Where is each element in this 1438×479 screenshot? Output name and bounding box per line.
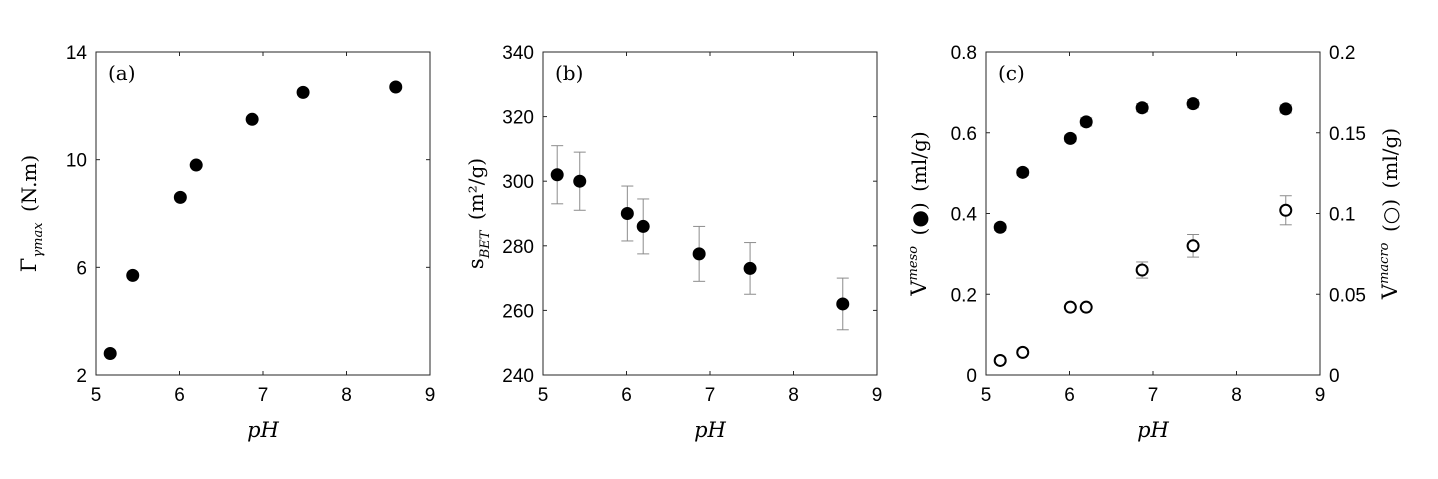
panel-label: (a) — [108, 61, 136, 85]
x-tick-label: 9 — [872, 385, 883, 406]
panel-label: (b) — [555, 61, 583, 85]
series-0 — [993, 97, 1293, 234]
x-tick-label: 6 — [174, 385, 185, 406]
data-point — [103, 346, 117, 360]
data-point — [993, 220, 1007, 234]
y-tick-label: 300 — [502, 172, 534, 193]
y2-axis-title: Vmacro (○) (ml/g) — [1377, 128, 1402, 300]
data-point — [836, 297, 850, 311]
y-axis-unit: (ml/g) — [907, 131, 931, 192]
y-tick-label: 6 — [76, 258, 87, 279]
plot-frame — [985, 51, 1321, 376]
data-point — [1135, 263, 1149, 277]
y-tick-label: 260 — [502, 301, 534, 322]
data-point — [245, 112, 259, 126]
y-axis-title: Γγmax (N.m) — [17, 155, 46, 272]
x-tick-label: 9 — [1315, 385, 1326, 406]
data-point — [1186, 239, 1200, 253]
data-point — [1079, 300, 1093, 314]
data-point — [550, 168, 564, 182]
y-tick-label: 0 — [966, 366, 977, 387]
data-point — [993, 353, 1007, 367]
data-point — [1079, 115, 1093, 129]
y-tick-label: 340 — [502, 43, 534, 64]
x-tick-label: 7 — [258, 385, 269, 406]
y-tick-label: 2 — [76, 366, 87, 387]
y-axis-symbol: s — [464, 258, 488, 269]
x-axis-title: pH — [1137, 418, 1169, 442]
data-point — [620, 207, 634, 220]
series-0 — [103, 80, 403, 360]
y-axis-title: Vmeso (●) (ml/g) — [906, 131, 931, 296]
data-point — [1063, 300, 1077, 314]
y2-tick-label: 0.15 — [1329, 124, 1366, 145]
data-point — [389, 80, 403, 94]
y-axis-unit: (m²/g) — [464, 158, 488, 220]
panel-a: 5 6 7 8 9 2 6 10 14 (a) pH Γγmax (N.m) — [17, 43, 435, 442]
data-point — [189, 158, 203, 172]
data-point — [692, 247, 706, 261]
data-point — [1063, 131, 1077, 145]
y2-tick-label: 0.1 — [1329, 205, 1355, 226]
y-axis-superscript: meso — [906, 246, 921, 281]
y-tick-label: 280 — [502, 237, 534, 258]
panel-label: (c) — [998, 61, 1025, 85]
y-axis-marker: (●) — [907, 202, 931, 235]
x-tick-label: 9 — [425, 385, 436, 406]
panel-c: 5 6 7 8 900.20.40.60.800.050.10.150.2(c)pHVm… — [906, 43, 1402, 442]
data-point — [1279, 102, 1293, 116]
data-point — [173, 190, 187, 204]
y-tick-label: 0.6 — [951, 124, 977, 145]
y-axis-unit: (N.m) — [17, 155, 41, 212]
x-axis-title: pH — [694, 418, 726, 442]
x-axis-title: pH — [247, 418, 279, 442]
x-tick-label: 6 — [1064, 385, 1075, 406]
y-tick-label: 0.8 — [951, 43, 977, 64]
y-axis-title: sBET (m²/g) — [464, 158, 493, 269]
x-tick-label: 8 — [1231, 385, 1242, 406]
data-point — [126, 268, 140, 282]
y-axis-subscript: γmax — [31, 222, 46, 258]
data-point — [296, 85, 310, 99]
x-tick-label: 8 — [341, 385, 352, 406]
y2-axis-marker: (○) — [1378, 199, 1402, 232]
y2-tick-label: 0.2 — [1329, 43, 1355, 64]
data-point — [1186, 97, 1200, 111]
x-tick-label: 7 — [1148, 385, 1159, 406]
y-tick-label: 0.2 — [951, 285, 977, 306]
y2-axis-symbol: V — [1378, 283, 1402, 300]
y-tick-label: 14 — [66, 43, 88, 64]
series-1 — [993, 195, 1293, 367]
plot-frame — [95, 51, 431, 376]
x-tick-label: 8 — [788, 385, 799, 406]
plot-frame — [542, 51, 878, 376]
data-point — [573, 174, 587, 188]
data-point — [1135, 101, 1149, 115]
x-tick-label: 5 — [538, 385, 549, 406]
data-point — [1016, 165, 1030, 179]
x-tick-label: 5 — [981, 385, 992, 406]
y2-tick-label: 0.05 — [1329, 285, 1366, 306]
y-tick-label: 10 — [66, 151, 87, 172]
y-tick-label: 0.4 — [951, 205, 978, 226]
y-axis-subscript: BET — [478, 229, 493, 259]
y2-tick-label: 0 — [1329, 366, 1340, 387]
y2-axis-unit: (ml/g) — [1378, 128, 1402, 189]
y-axis-symbol: Γ — [17, 258, 41, 273]
x-tick-label: 6 — [621, 385, 632, 406]
data-point — [743, 261, 757, 275]
y-tick-label: 240 — [502, 366, 534, 387]
data-point — [1279, 203, 1293, 217]
x-tick-label: 7 — [705, 385, 716, 406]
panel-b: 5 6 7 8 9 240 260 280 300 320 340 (b) pH sBET (m²/g) — [464, 43, 882, 442]
data-point — [636, 219, 650, 233]
x-tick-label: 5 — [91, 385, 102, 406]
y-tick-label: 320 — [502, 108, 534, 129]
data-point — [1016, 345, 1030, 359]
y2-axis-superscript: macro — [1377, 242, 1392, 284]
y-axis-symbol: V — [907, 280, 931, 297]
series-0 — [550, 145, 850, 331]
